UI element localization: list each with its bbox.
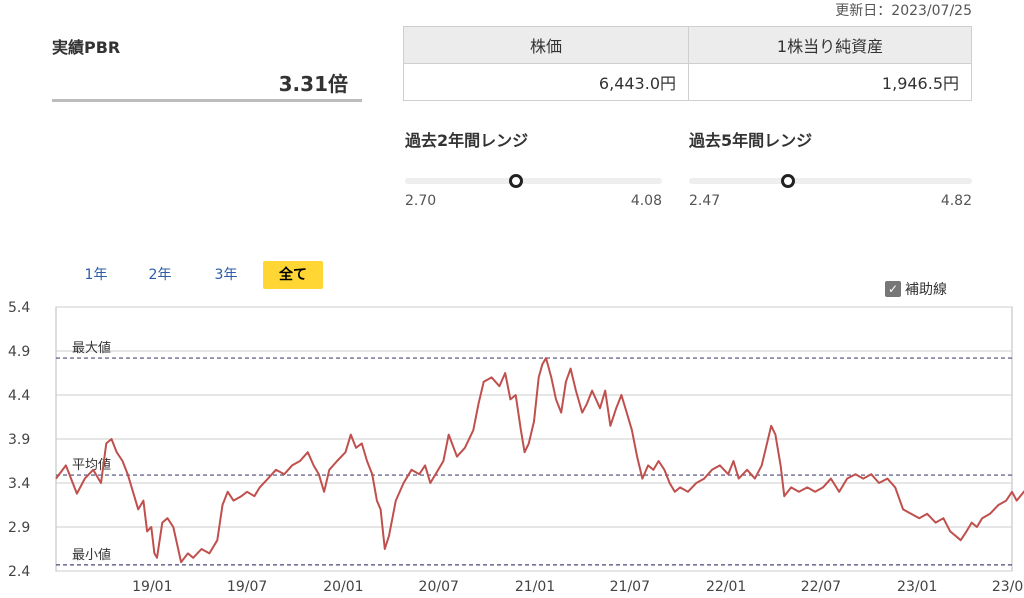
x-tick-label: 21/07 <box>610 579 650 595</box>
guide-lines-label[interactable]: 補助線 <box>905 282 947 298</box>
tab-3-years[interactable]: 3年 <box>214 267 238 283</box>
range-2y-marker <box>508 174 523 188</box>
x-tick-label: 21/01 <box>515 579 555 595</box>
range-2y-max: 4.08 <box>630 193 662 209</box>
x-tick-label: 19/07 <box>227 579 267 595</box>
range-5y-title: 過去5年間レンジ <box>689 131 813 150</box>
x-tick-label: 20/07 <box>419 579 459 595</box>
y-tick-label: 2.9 <box>8 520 30 536</box>
y-tick-label: 4.4 <box>8 388 30 404</box>
guide-lines-checkbox[interactable]: ✓ <box>885 281 901 297</box>
x-tick-label: 22/07 <box>801 579 841 595</box>
range-5y-max: 4.82 <box>940 193 972 209</box>
header-stock-price: 株価 <box>403 26 689 64</box>
price-bps-table: 株価 1株当り純資産 6,443.0円 1,946.5円 <box>403 26 972 101</box>
x-tick-label: 23/01 <box>897 579 937 595</box>
bps-value: 1,946.5円 <box>688 63 972 101</box>
range-2y-min: 2.70 <box>405 193 437 209</box>
y-tick-label: 2.4 <box>8 564 30 580</box>
tab-2-years[interactable]: 2年 <box>148 267 172 283</box>
y-tick-label: 4.9 <box>8 344 30 360</box>
pbr-label: 実績PBR <box>52 38 121 57</box>
tab-1-year[interactable]: 1年 <box>84 267 108 283</box>
table-header-row: 株価 1株当り純資産 <box>403 26 972 64</box>
y-tick-label: 5.4 <box>8 300 30 316</box>
reference-line-label: 最小値 <box>72 547 111 563</box>
table-row: 6,443.0円 1,946.5円 <box>403 63 972 101</box>
y-tick-label: 3.4 <box>8 476 30 492</box>
pbr-series-line <box>55 357 1024 564</box>
tab-all[interactable]: 全て <box>263 261 323 289</box>
range-5y-marker <box>781 174 796 188</box>
stock-price-value: 6,443.0円 <box>403 63 689 101</box>
updated-date: 更新日：2023/07/25 <box>835 3 972 19</box>
range-2y-track <box>405 174 662 188</box>
reference-line-label: 最大値 <box>72 340 111 356</box>
range-5y-min: 2.47 <box>689 193 721 209</box>
reference-line-label: 平均値 <box>72 457 111 473</box>
range-5y-track <box>689 174 972 188</box>
x-tick-label: 19/01 <box>132 579 172 595</box>
pbr-divider <box>52 99 362 102</box>
x-tick-label: 20/01 <box>323 579 363 595</box>
x-tick-label: 23/07 <box>992 579 1024 595</box>
y-tick-label: 3.9 <box>8 432 30 448</box>
header-bps: 1株当り純資産 <box>688 26 972 64</box>
x-tick-label: 22/01 <box>706 579 746 595</box>
pbr-value: 3.31倍 <box>278 72 348 96</box>
range-2y-title: 過去2年間レンジ <box>405 131 529 150</box>
